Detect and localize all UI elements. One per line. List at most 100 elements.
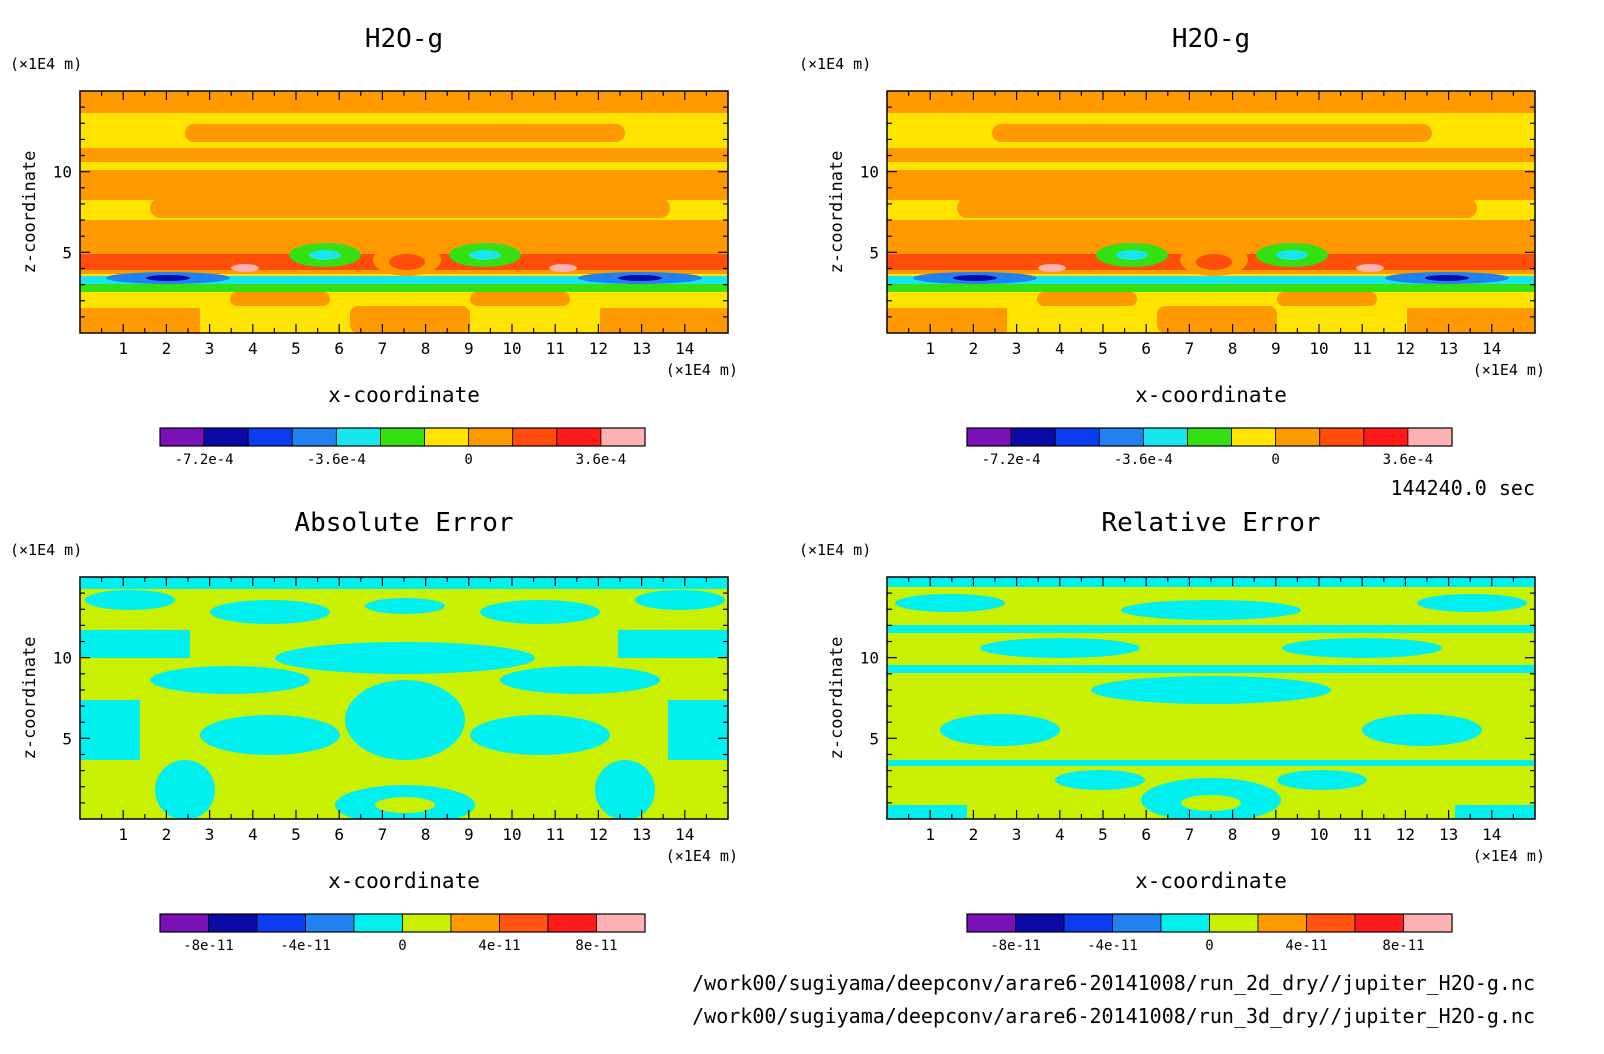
band-green — [80, 284, 728, 292]
band-orange — [1407, 308, 1535, 333]
x-axis-label: x-coordinate — [1135, 383, 1287, 407]
colorbar-swatch — [1015, 913, 1065, 933]
colorbar-swatch — [1403, 913, 1453, 933]
colorbar-swatch — [159, 427, 205, 447]
colorbar-swatch — [1363, 427, 1409, 447]
colorbar-swatch — [1063, 913, 1113, 933]
colorbar-swatch — [1275, 427, 1321, 447]
patch-cyan — [309, 250, 341, 260]
colorbar-frame — [966, 913, 1453, 933]
x-unit-label: (×1E4 m) — [1473, 847, 1545, 865]
patch-cyan — [345, 680, 465, 760]
patch-cyan — [1055, 770, 1145, 790]
colorbar-swatch — [380, 427, 425, 447]
y-tick-label: 10 — [53, 649, 72, 668]
colorbar-swatch — [203, 427, 249, 447]
x-tick-label: 13 — [1439, 825, 1458, 844]
y-tick-label: 10 — [860, 163, 879, 182]
patch-cyan — [1091, 676, 1331, 704]
x-tick-label: 8 — [1228, 339, 1238, 358]
band-orange — [887, 91, 1535, 113]
colorbar-tick-label: 4e-11 — [478, 938, 520, 954]
colorbar-swatch — [335, 427, 381, 447]
band-green — [887, 284, 1535, 292]
patch-darkblue — [146, 275, 190, 281]
patch-cyan — [80, 577, 728, 589]
patch-darkblue — [1425, 275, 1469, 281]
y-unit-label: (×1E4 m) — [10, 55, 82, 73]
patch-cyan — [275, 642, 535, 674]
x-tick-label: 2 — [162, 825, 172, 844]
patch-pink — [1038, 264, 1066, 272]
patch-cyan — [595, 760, 655, 819]
colorbar-tick-label: -8e-11 — [990, 938, 1041, 954]
y-tick-label: 10 — [53, 163, 72, 182]
band-orange — [1277, 292, 1377, 306]
x-tick-label: 1 — [925, 339, 935, 358]
x-tick-label: 11 — [1353, 339, 1372, 358]
x-tick-label: 11 — [546, 825, 565, 844]
patch-yellowgreen — [375, 797, 435, 813]
band-orange — [230, 292, 330, 306]
colorbar-swatch — [159, 913, 209, 933]
colorbar-tick-label: 8e-11 — [1382, 938, 1424, 954]
colorbar-swatch — [305, 913, 355, 933]
patch-cyan — [480, 600, 600, 624]
patch-cyan — [635, 590, 725, 610]
band-orange — [470, 292, 570, 306]
patch-cyan — [80, 700, 140, 760]
x-unit-label: (×1E4 m) — [666, 361, 738, 379]
colorbar-tick-label: -7.2e-4 — [175, 452, 234, 468]
colorbar-tick-label: -3.6e-4 — [1114, 452, 1173, 468]
colorbar-swatch — [1354, 913, 1404, 933]
patch-cyan — [155, 760, 215, 819]
patch-yellowgreen — [1181, 795, 1241, 811]
patch-cyan — [1276, 250, 1308, 260]
x-tick-label: 12 — [589, 339, 608, 358]
colorbar-tick-label: 0 — [464, 452, 472, 468]
x-tick-label: 4 — [1055, 825, 1065, 844]
patch-cyan — [500, 666, 660, 694]
colorbar-swatch — [1407, 427, 1453, 447]
colorbar-swatch — [1319, 427, 1365, 447]
x-tick-label: 5 — [1098, 339, 1108, 358]
patch-cyan — [895, 594, 1005, 612]
patch-pink — [231, 264, 259, 272]
x-tick-label: 8 — [421, 339, 431, 358]
patch-cyan — [210, 600, 330, 624]
x-tick-label: 6 — [334, 339, 344, 358]
colorbar-swatch — [450, 913, 500, 933]
colorbar-tick-label: -3.6e-4 — [307, 452, 366, 468]
x-tick-label: 13 — [632, 339, 651, 358]
panel-h2o-left: H2O-g (×1E4 m) — [10, 24, 738, 468]
contour-field — [887, 577, 1535, 819]
patch-cyan — [1417, 594, 1527, 612]
y-axis-label: z-coordinate — [827, 151, 847, 274]
x-tick-label: 2 — [969, 825, 979, 844]
x-tick-label: 7 — [1185, 339, 1195, 358]
x-tick-label: 10 — [502, 825, 521, 844]
colorbar-tick-label: 3.6e-4 — [576, 452, 627, 468]
x-tick-label: 9 — [464, 339, 474, 358]
band-cyan — [80, 276, 728, 284]
patch-cyan — [85, 590, 175, 610]
patch-cyan — [469, 250, 501, 260]
colorbar-tick-label: 3.6e-4 — [1383, 452, 1434, 468]
colorbar-tick-label: 0 — [1205, 938, 1213, 954]
y-tick-label: 5 — [869, 243, 879, 262]
colorbar-swatch — [596, 913, 646, 933]
band-orange — [957, 198, 1477, 218]
x-tick-label: 7 — [378, 825, 388, 844]
x-tick-label: 14 — [1482, 339, 1501, 358]
colorbar-swatch — [1160, 913, 1210, 933]
chart-title: H2O-g — [1172, 24, 1250, 54]
x-tick-label: 8 — [1228, 825, 1238, 844]
patch-cyan — [365, 598, 445, 614]
y-axis-label: z-coordinate — [20, 151, 40, 274]
y-tick-label: 5 — [869, 729, 879, 748]
band-orange — [80, 308, 200, 333]
colorbar-swatch — [424, 427, 470, 447]
